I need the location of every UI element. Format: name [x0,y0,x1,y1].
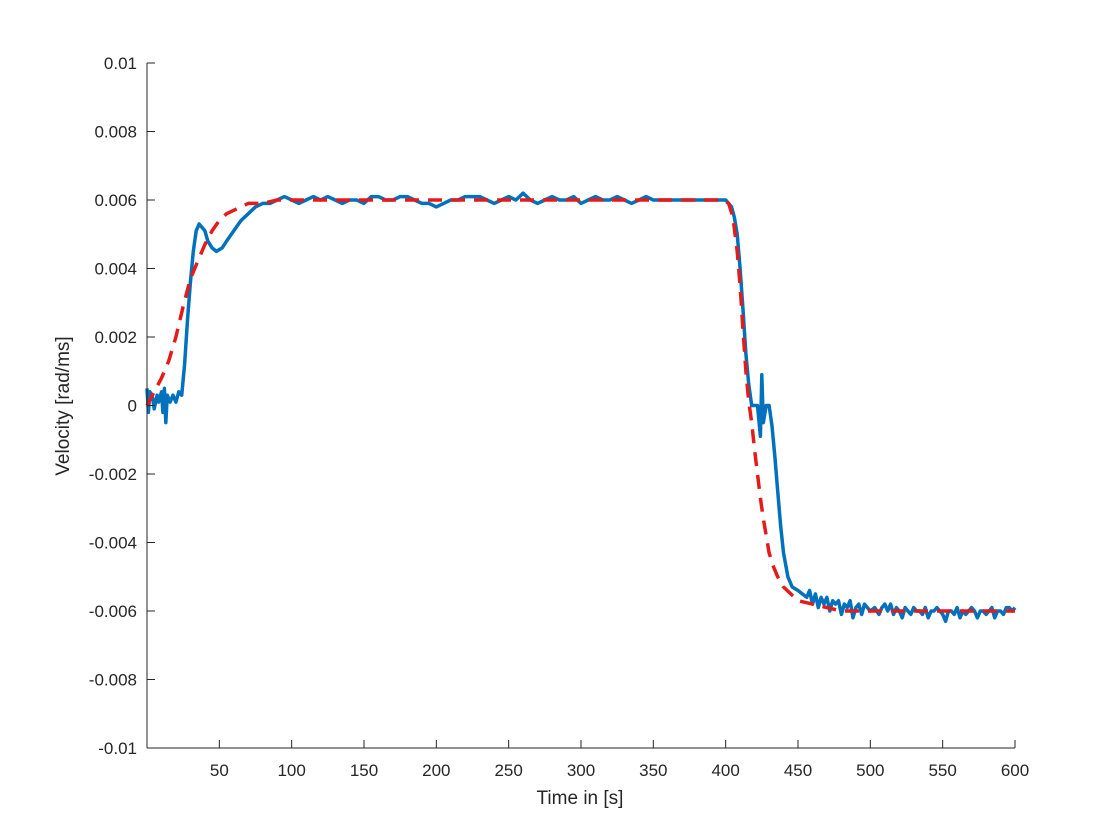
x-tick-label: 50 [210,761,229,780]
x-tick-label: 200 [422,761,450,780]
y-tick-label: -0.004 [89,534,137,553]
x-axis-label: Time in [s] [537,788,624,809]
y-axis-ticks: -0.01 -0.008 -0.006 -0.004 -0.002 0 0.002 0.004… [89,54,155,758]
x-tick-label: 350 [639,761,667,780]
x-axis-ticks: 50 100 150 200 250 300 350 400 450 500 550 600 [210,740,1029,780]
y-tick-label: 0.008 [94,123,137,142]
x-tick-label: 450 [784,761,812,780]
y-tick-label: -0.01 [98,739,137,758]
plot-series [145,191,1017,624]
x-tick-label: 150 [350,761,378,780]
reference-velocity-dashed-line [145,198,1015,613]
y-tick-label: 0.006 [94,191,137,210]
y-axis-label: Velocity [rad/ms] [53,336,74,475]
y-tick-label: 0.002 [94,328,137,347]
x-tick-label: 550 [928,761,956,780]
y-tick-label: 0 [128,397,137,416]
y-tick-label: -0.008 [89,671,137,690]
y-tick-label: 0.004 [94,260,137,279]
x-tick-label: 250 [494,761,522,780]
y-tick-label: -0.002 [89,465,137,484]
x-tick-label: 300 [567,761,595,780]
x-tick-label: 100 [277,761,305,780]
x-tick-label: 600 [1001,761,1029,780]
y-tick-label: -0.006 [89,602,137,621]
x-tick-label: 500 [856,761,884,780]
x-tick-label: 400 [711,761,739,780]
y-tick-label: 0.01 [104,54,137,73]
